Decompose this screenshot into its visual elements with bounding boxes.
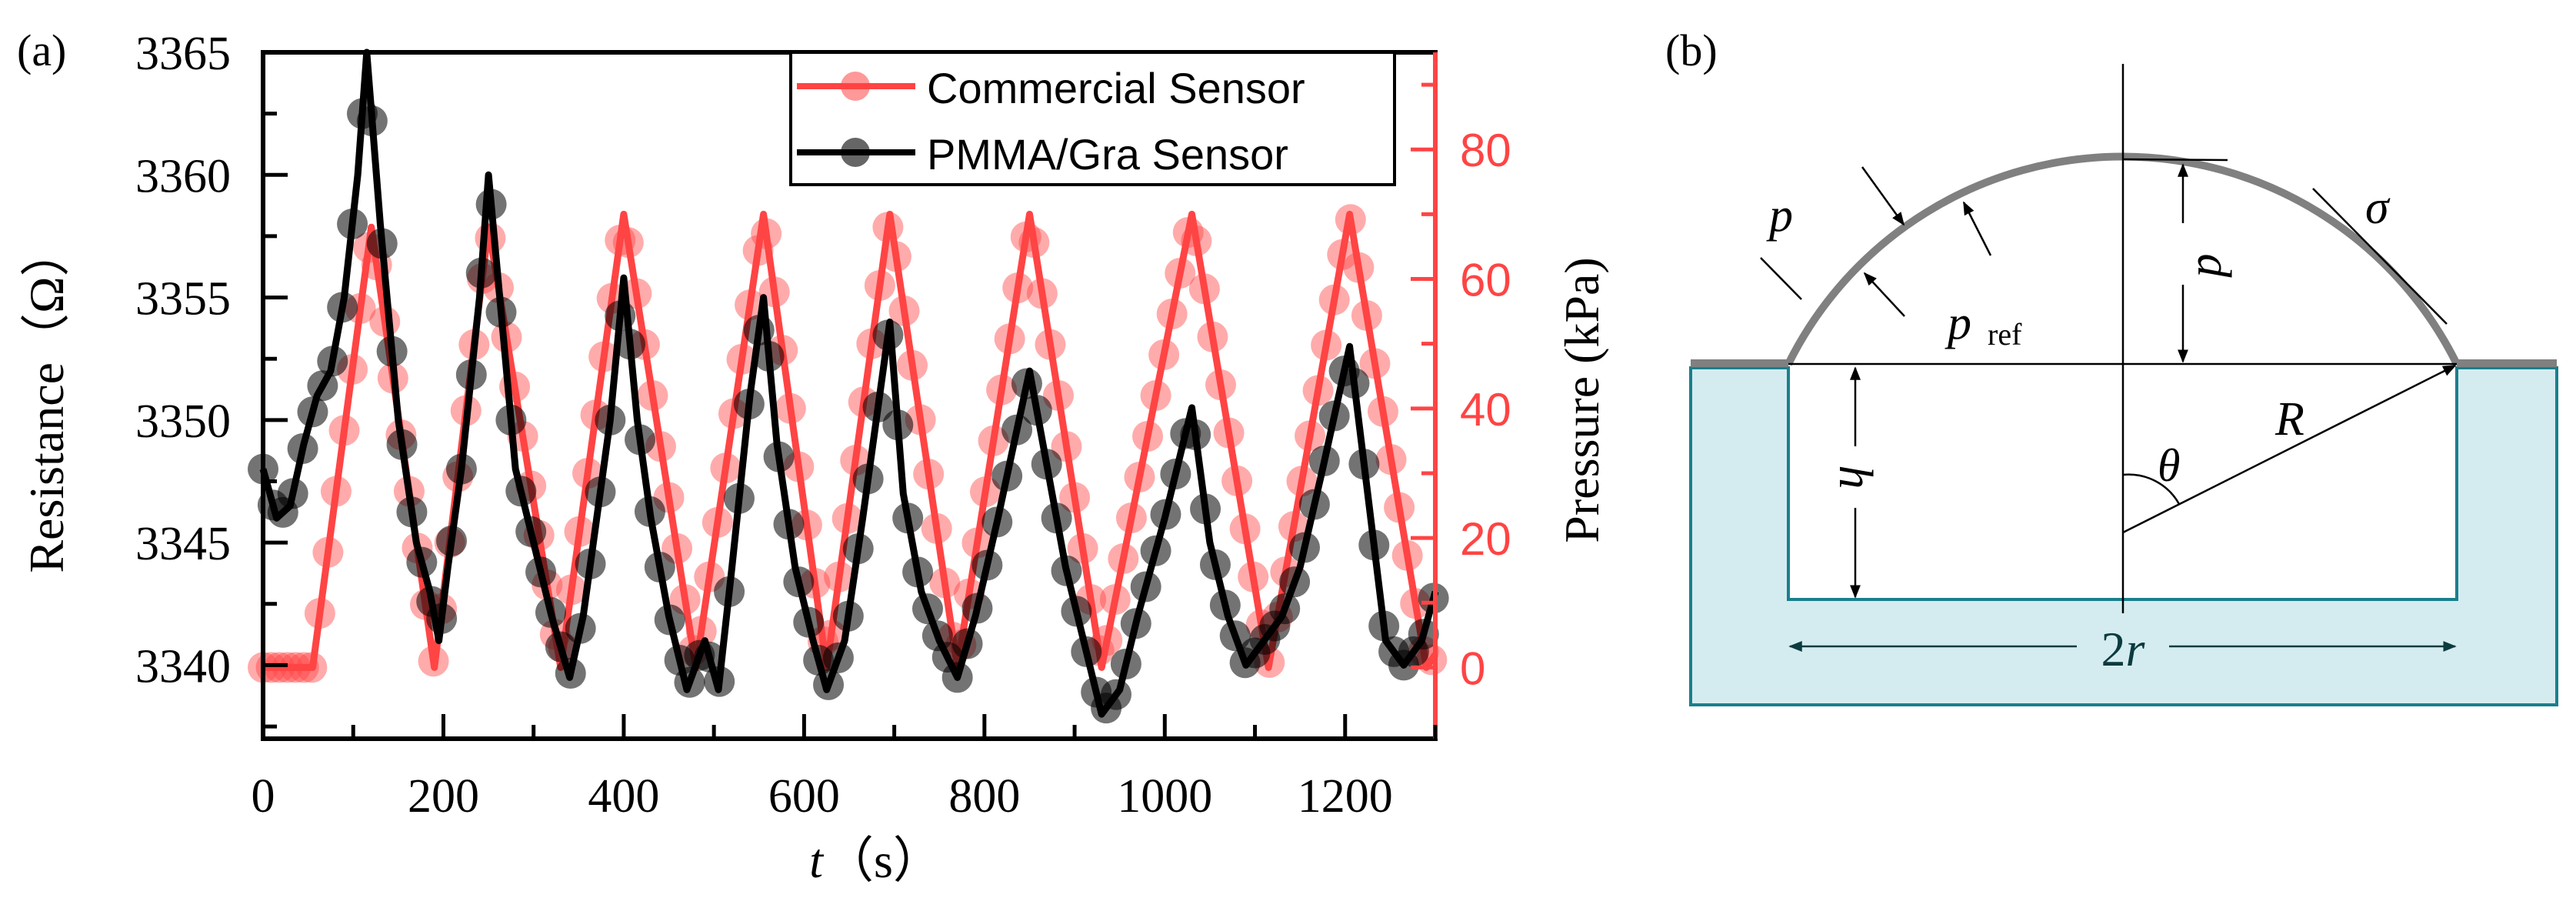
top-tangent-line <box>2122 158 2228 162</box>
sigma-label: σ <box>2365 182 2391 234</box>
y-axis-label: Resistance（Ω） <box>19 227 74 573</box>
p-label: p <box>1766 189 1793 242</box>
x-axis-unit: （s） <box>825 833 942 888</box>
series-pmma <box>248 48 1449 724</box>
legend-marker-commercial <box>841 72 870 101</box>
h-label-bg <box>1838 446 1874 508</box>
y2-tick-label: 0 <box>1460 643 1485 694</box>
y-tick-label: 3340 <box>135 640 231 693</box>
y-tick-label: 3365 <box>135 28 231 80</box>
series-line <box>259 48 1439 718</box>
x-tick-label: 800 <box>948 770 1020 823</box>
2r-label: 2r <box>2101 622 2146 676</box>
x-tick-label: 600 <box>768 770 840 823</box>
legend-box <box>789 51 1396 186</box>
y2-axis-label: Pressure (kPa) <box>1555 257 1609 542</box>
theta-arc <box>2122 473 2181 505</box>
theta-label: θ <box>2158 440 2180 491</box>
d-label: d <box>2188 254 2240 279</box>
legend-marker-pmma <box>841 138 870 167</box>
y-tick-label: 3360 <box>135 150 231 202</box>
pref-subscript: ref <box>1988 317 2022 352</box>
pref-arrow-1 <box>1962 201 1992 256</box>
series-layer <box>248 48 1449 724</box>
x-tick-label: 1200 <box>1298 770 1393 823</box>
x-axis-label: t <box>809 833 825 888</box>
sigma-tangent-line <box>2312 188 2448 325</box>
substrate <box>1689 366 2558 706</box>
legend-label-pmma: PMMA/Gra Sensor <box>927 130 1288 179</box>
p-arrow <box>1861 166 1905 226</box>
y2-tick-label: 40 <box>1460 384 1511 436</box>
pref-label: p <box>1944 297 1971 349</box>
h-label: h <box>1829 466 1881 489</box>
legend-label-commercial: Commercial Sensor <box>927 64 1305 112</box>
y2-tick-label: 80 <box>1460 125 1511 176</box>
legend: Commercial Sensor PMMA/Gra Sensor <box>789 51 1396 186</box>
R-radius-arrow <box>2122 364 2457 534</box>
x-tick-label: 0 <box>252 770 275 823</box>
panel-label-a: (a) <box>17 25 66 75</box>
y-tick-label: 3350 <box>135 396 231 448</box>
R-label: R <box>2274 393 2304 446</box>
y-tick-label: 3355 <box>135 273 231 325</box>
axis-ticks: 0 200 400 600 800 1000 12003340334533503355336… <box>135 28 1511 823</box>
y2-tick-label: 20 <box>1460 513 1511 565</box>
2r-label-bg <box>2077 619 2169 673</box>
panel-label-b: (b) <box>1665 25 1718 75</box>
diagram-panel-b: (b) d h 2r R θ p p ref σ <box>1665 25 2558 706</box>
y2-tick-label: 60 <box>1460 255 1511 306</box>
d-label-bg <box>2165 223 2201 285</box>
p-tick-line <box>1760 257 1802 300</box>
pref-arrow-2 <box>1863 272 1905 317</box>
y-tick-label: 3345 <box>135 518 231 570</box>
x-tick-label: 400 <box>588 770 659 823</box>
x-tick-label: 200 <box>408 770 479 823</box>
chart-panel-a: (a) 0 200 400 600 800 1000 1200334033453350335… <box>17 25 1609 888</box>
x-tick-label: 1000 <box>1117 770 1212 823</box>
